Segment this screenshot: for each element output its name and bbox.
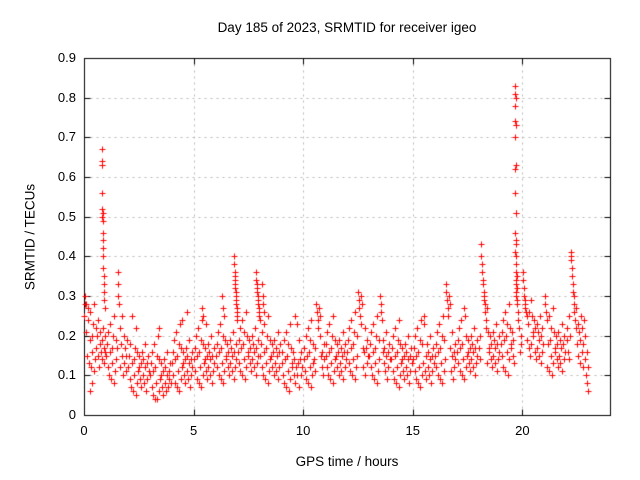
x-tick-label: 15 [405, 423, 420, 438]
x-tick-label: 20 [515, 423, 530, 438]
x-tick-label: 10 [295, 423, 311, 438]
y-tick-label: 0.5 [57, 208, 76, 224]
y-tick-label: 0.8 [57, 89, 76, 105]
y-tick-label: 0.9 [57, 50, 76, 65]
y-tick-label: 0.3 [57, 288, 76, 303]
y-tick-label: 0.7 [57, 129, 76, 145]
y-tick-label: 0.2 [57, 327, 76, 343]
y-tick-label: 0.1 [57, 367, 76, 383]
x-tick-label: 0 [80, 423, 88, 438]
y-tick-label: 0 [68, 407, 76, 422]
y-tick-label: 0.6 [57, 169, 76, 184]
y-tick-label: 0.4 [57, 248, 76, 264]
x-tick-label: 5 [189, 423, 198, 438]
